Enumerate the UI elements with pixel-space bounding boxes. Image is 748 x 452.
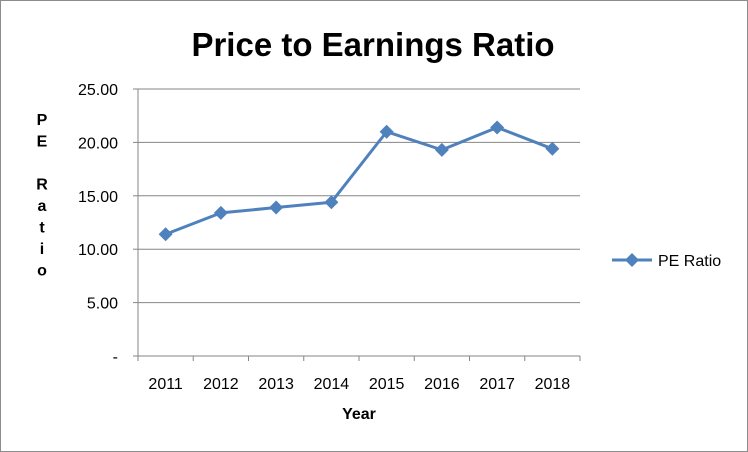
- y-axis-title: PE Ratio: [36, 112, 48, 280]
- y-tick-label: -: [113, 349, 118, 366]
- x-tick-label: 2018: [535, 376, 571, 393]
- data-point: [269, 200, 284, 215]
- data-point: [379, 124, 394, 139]
- data-point: [324, 195, 339, 210]
- data-point: [434, 142, 449, 157]
- legend-label: PE Ratio: [658, 253, 721, 270]
- y-tick-label: 15.00: [78, 189, 118, 206]
- axes: [133, 88, 581, 361]
- y-tick-label: 25.00: [78, 82, 118, 99]
- y-axis-title-letter: R: [36, 177, 48, 194]
- y-axis-title-letter: t: [39, 220, 45, 237]
- x-tick-labels: 2011 2012 2013 2014 2015 2016 2017 2018: [148, 376, 570, 393]
- series-line: [165, 125, 553, 236]
- data-point: [158, 227, 173, 242]
- y-tick-label: 10.00: [78, 242, 118, 259]
- y-axis-title-letter: P: [37, 112, 48, 129]
- data-point: [545, 141, 560, 156]
- y-tick-label: 5.00: [87, 296, 118, 313]
- x-tick-label: 2015: [369, 376, 405, 393]
- x-tick-label: 2012: [203, 376, 239, 393]
- x-tick-label: 2011: [148, 376, 183, 393]
- x-tick-label: 2016: [424, 376, 460, 393]
- y-axis-title-letter: i: [40, 241, 44, 258]
- legend-marker: [625, 253, 639, 267]
- series-pe-ratio: [158, 120, 560, 242]
- legend: PE Ratio: [612, 253, 721, 270]
- data-point: [490, 120, 505, 135]
- data-point: [213, 205, 228, 220]
- chart-title: Price to Earnings Ratio: [191, 26, 554, 63]
- x-tick-label: 2013: [258, 376, 294, 393]
- gridlines: [138, 88, 580, 304]
- y-tick-labels: - 5.00 10.00 15.00 20.00 25.00: [78, 82, 118, 366]
- y-axis-title-letter: o: [37, 263, 47, 280]
- y-axis-title-letter: a: [38, 198, 47, 215]
- y-axis-title-letter: E: [37, 134, 48, 151]
- x-axis-title: Year: [342, 406, 376, 423]
- x-tick-label: 2014: [314, 376, 350, 393]
- x-tick-label: 2017: [479, 376, 515, 393]
- y-tick-label: 20.00: [78, 135, 118, 152]
